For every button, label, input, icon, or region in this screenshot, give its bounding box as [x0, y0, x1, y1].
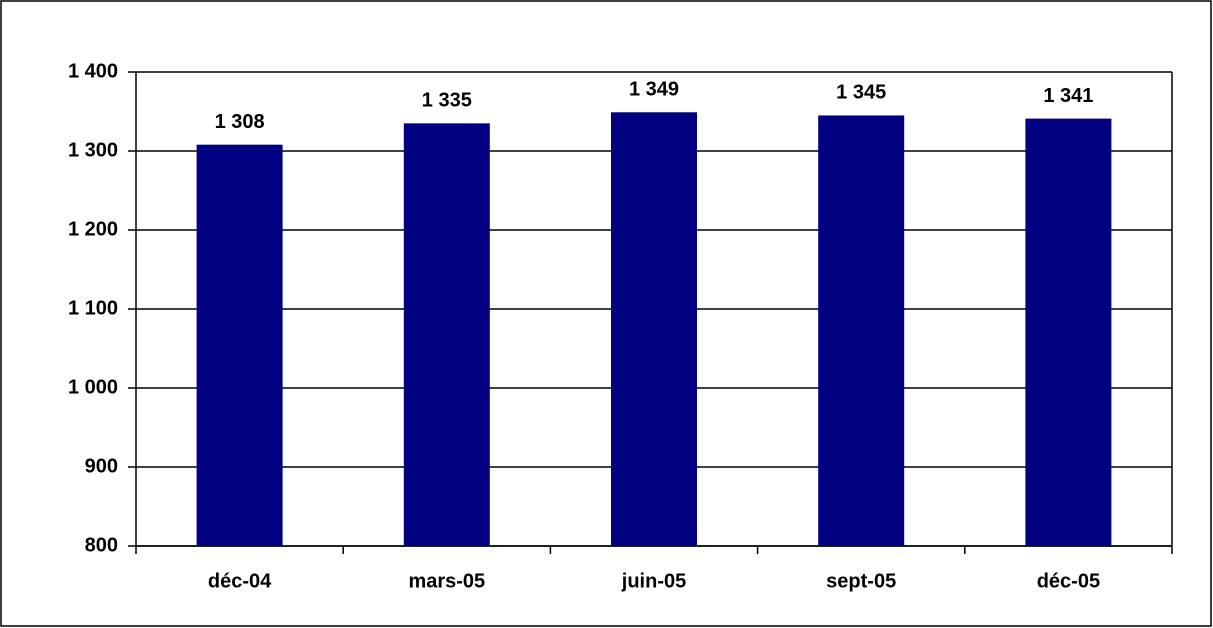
bar [611, 112, 697, 546]
y-tick-label: 800 [85, 534, 118, 556]
value-label: 1 335 [422, 90, 472, 112]
x-tick-label: déc-05 [1037, 570, 1100, 592]
bar [1025, 118, 1112, 547]
y-tick-label: 1 200 [68, 218, 118, 240]
x-tick-label: déc-04 [208, 570, 272, 592]
value-label: 1 345 [836, 82, 886, 104]
y-tick-label: 1 300 [68, 139, 118, 161]
value-label: 1 349 [629, 79, 679, 101]
value-label: 1 341 [1043, 85, 1093, 107]
x-tick-label: mars-05 [408, 570, 485, 592]
bar [196, 144, 283, 546]
bar [403, 123, 490, 546]
y-tick-label: 900 [85, 455, 118, 477]
y-tick-label: 1 400 [68, 60, 118, 82]
y-tick-label: 1 100 [68, 297, 118, 319]
value-label: 1 308 [215, 111, 265, 133]
y-tick-label: 1 000 [68, 376, 118, 398]
bar [818, 115, 905, 546]
x-tick-label: sept-05 [826, 570, 896, 592]
x-tick-label: juin-05 [621, 570, 686, 592]
